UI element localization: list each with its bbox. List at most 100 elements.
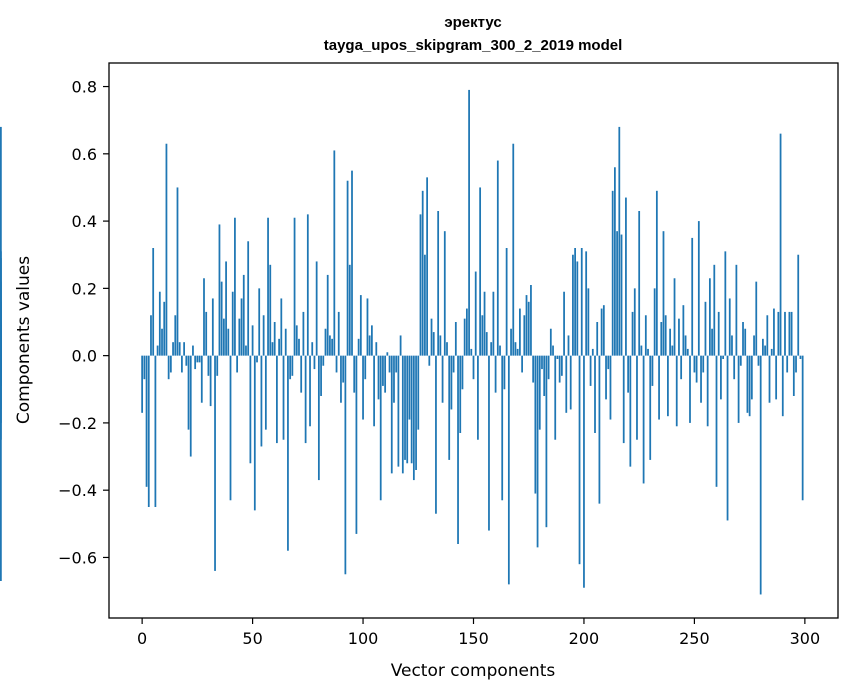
bar-55 — [262, 315, 265, 356]
bar-81 — [320, 355, 322, 396]
bar-205 — [594, 355, 596, 433]
bar-263 — [722, 355, 725, 359]
bar-285 — [770, 348, 773, 356]
bar-296 — [795, 355, 797, 373]
bar-252 — [697, 221, 700, 356]
bar-276 — [750, 355, 753, 400]
bar-156 — [485, 332, 488, 356]
bar-110 — [384, 355, 387, 393]
bar-294 — [790, 311, 793, 356]
bar-228 — [644, 315, 647, 356]
bar-10 — [163, 301, 166, 356]
bar-75 — [306, 214, 309, 356]
y-axis-label: Components values — [14, 256, 34, 424]
x-tick-label: 50 — [242, 629, 262, 648]
bar-58 — [269, 264, 272, 356]
bar-undefined — [0, 355, 2, 581]
bar-175 — [527, 301, 530, 356]
bar-17 — [178, 342, 181, 356]
y-tick-label: 0.4 — [72, 212, 97, 231]
bar-118 — [401, 355, 404, 474]
bar-70 — [295, 325, 298, 356]
bar-83 — [324, 328, 327, 356]
bar-28 — [203, 278, 205, 356]
bar-79 — [315, 261, 318, 356]
bar-214 — [614, 167, 616, 356]
bar-64 — [282, 355, 285, 440]
bar-192 — [565, 355, 568, 413]
bar-153 — [479, 187, 482, 356]
bar-160 — [494, 355, 497, 393]
x-axis-label: Vector components — [391, 661, 556, 681]
bar-260 — [715, 355, 718, 487]
bar-154 — [481, 315, 484, 356]
bar-undefined — [0, 325, 2, 356]
bar-30 — [207, 355, 210, 376]
bar-204 — [591, 348, 594, 356]
bar-265 — [726, 355, 729, 521]
bar-87 — [333, 150, 336, 356]
bar-287 — [775, 355, 778, 400]
bar-109 — [382, 355, 384, 386]
bar-133 — [435, 355, 437, 514]
bar-232 — [653, 288, 656, 356]
bar-198 — [578, 355, 581, 565]
bar-170 — [516, 348, 519, 356]
bar-231 — [651, 355, 654, 386]
bar-63 — [280, 298, 283, 356]
bar-40 — [229, 355, 232, 501]
bar-48 — [247, 241, 250, 356]
bar-108 — [379, 355, 382, 501]
bar-107 — [377, 355, 380, 400]
bar-141 — [452, 355, 455, 373]
bar-135 — [439, 335, 442, 356]
bar-284 — [768, 355, 771, 403]
bar-269 — [735, 264, 738, 356]
bar-20 — [185, 355, 188, 366]
bar-179 — [536, 355, 539, 548]
bar-195 — [572, 254, 574, 356]
bar-57 — [267, 217, 269, 356]
bar-26 — [198, 355, 201, 363]
y-tick-label: 0.8 — [72, 78, 97, 97]
bar-60 — [273, 322, 276, 356]
bar-215 — [616, 231, 618, 356]
bar-4 — [150, 315, 152, 356]
bar-213 — [611, 190, 614, 356]
bar-271 — [739, 355, 742, 366]
bar-208 — [600, 308, 603, 356]
bar-162 — [499, 345, 501, 356]
bar-137 — [443, 231, 446, 356]
bar-270 — [737, 355, 740, 423]
y-tick-label: 0.6 — [72, 145, 97, 164]
bar-6 — [154, 355, 157, 507]
bar-297 — [797, 254, 800, 356]
bar-210 — [605, 355, 607, 400]
bar-23 — [192, 345, 194, 356]
bar-56 — [264, 355, 267, 430]
bar-129 — [426, 177, 428, 356]
bar-125 — [417, 355, 420, 430]
bar-11 — [165, 143, 168, 356]
y-tick-label: −0.6 — [58, 548, 97, 567]
bar-54 — [260, 355, 263, 447]
bar-185 — [549, 328, 552, 356]
bar-145 — [461, 355, 464, 390]
bar-99 — [359, 295, 362, 356]
bar-249 — [691, 237, 694, 356]
bar-268 — [733, 355, 736, 380]
chart-subtitle: tayga_upos_skipgram_300_2_2019 model — [324, 37, 623, 54]
bar-226 — [640, 345, 643, 356]
bar-258 — [711, 328, 713, 356]
bar-86 — [331, 338, 333, 356]
bar-181 — [541, 355, 543, 370]
bar-243 — [678, 318, 680, 356]
bar-21 — [187, 355, 190, 430]
bar-71 — [298, 338, 300, 356]
bar-194 — [569, 355, 572, 410]
bar-279 — [757, 355, 760, 366]
bar-158 — [490, 342, 493, 356]
bar-187 — [554, 355, 557, 440]
x-tick-label: 200 — [569, 629, 600, 648]
bar-221 — [629, 355, 632, 467]
